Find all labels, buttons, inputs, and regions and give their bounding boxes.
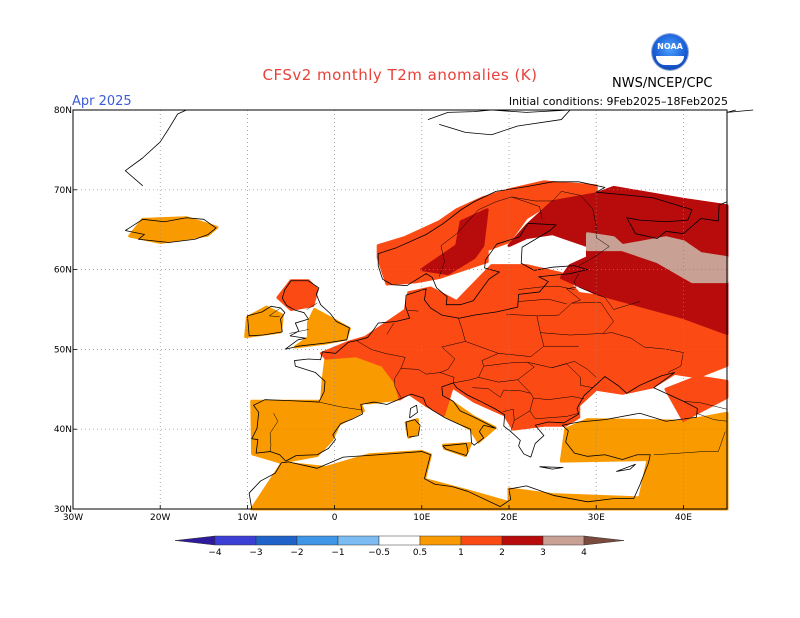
country-border: [578, 286, 640, 310]
anomaly-region: [244, 305, 284, 339]
coastline: [246, 305, 286, 337]
country-border: [511, 196, 543, 220]
colorbar-label: 4: [581, 548, 587, 558]
lat-tick-label: 30N: [54, 505, 72, 515]
anomaly-field: [128, 180, 729, 511]
colorbar-swatch: [255, 535, 298, 546]
country-border: [517, 379, 585, 400]
colorbar-swatch: [460, 535, 503, 546]
country-border: [518, 286, 575, 290]
colorbar-label: −3: [249, 548, 262, 558]
country-border: [683, 401, 728, 410]
coastline: [409, 404, 418, 419]
colorbar-swatch: [419, 535, 462, 546]
colorbar-swatch: [337, 535, 380, 546]
anomaly-region: [559, 411, 729, 463]
country-border: [268, 307, 281, 317]
coastline: [125, 217, 217, 243]
coastline: [442, 443, 469, 456]
anomaly-region: [585, 232, 729, 284]
country-border: [696, 413, 728, 422]
country-border: [440, 318, 466, 373]
colorbar-label: 3: [540, 548, 546, 558]
country-border: [269, 413, 279, 452]
colorbar-swatch: [542, 535, 585, 546]
colorbar-arrow-right: [583, 535, 625, 546]
coastlines: [124, 109, 754, 510]
colorbar-label: 2: [499, 548, 505, 558]
colorbar-label: −4: [208, 548, 222, 558]
colorbar-label: 1: [458, 548, 464, 558]
map-frame: [72, 109, 728, 510]
country-border: [529, 398, 579, 420]
country-border: [318, 401, 363, 411]
lat-tick-label: 60N: [54, 266, 72, 276]
colorbar-swatch: [296, 535, 339, 546]
country-border: [472, 387, 531, 398]
anomaly-region: [293, 308, 351, 349]
colorbar-label: −2: [290, 548, 303, 558]
lon-tick-label: 0: [332, 513, 338, 523]
country-border: [289, 329, 309, 334]
lat-tick-label: 70N: [54, 186, 72, 196]
coastline: [405, 419, 421, 438]
coastline: [539, 466, 564, 470]
colorbar-swatch: [501, 535, 544, 546]
colorbar-arrow-left: [174, 535, 216, 546]
colorbar-swatch: [378, 535, 421, 546]
noaa-logo-text: NOAA: [657, 42, 683, 51]
coastline: [427, 109, 571, 136]
country-border: [527, 361, 593, 388]
noaa-logo: NOAA: [652, 34, 688, 70]
colorbar-label: −1: [331, 548, 344, 558]
coastline: [124, 109, 187, 187]
coastline: [616, 463, 636, 472]
country-border: [400, 368, 455, 383]
colorbar: −4 −3 −2 −1 −0.5 0.5 1 2 3 4: [174, 535, 625, 558]
lon-tick-label: 20W: [150, 513, 170, 523]
lon-tick-label: 10W: [237, 513, 257, 523]
graticule: [73, 110, 727, 509]
anomaly-region: [276, 279, 319, 311]
map-title: CFSv2 monthly T2m anomalies (K): [262, 66, 538, 84]
noaa-logo-wave: [656, 56, 684, 65]
lat-tick-label: 40N: [54, 425, 72, 435]
coastline: [248, 181, 728, 510]
country-border: [481, 353, 499, 361]
anomaly-region: [507, 185, 729, 335]
country-border: [502, 408, 515, 421]
forecast-month: Apr 2025: [72, 94, 132, 109]
initial-conditions: Initial conditions: 9Feb2025–18Feb2025: [508, 95, 728, 108]
lon-tick-label: 20E: [500, 513, 517, 523]
country-border: [540, 332, 684, 373]
colorbar-swatch: [214, 535, 257, 546]
anomaly-region: [320, 264, 729, 431]
agency-label: NWS/NCEP/CPC: [612, 76, 713, 91]
anomaly-region: [420, 208, 489, 276]
lat-tick-label: 50N: [54, 345, 72, 355]
lon-tick-label: 30E: [588, 513, 605, 523]
country-border: [653, 431, 726, 455]
country-border: [571, 302, 614, 334]
lon-tick-label: 40E: [675, 513, 692, 523]
lon-tick-label: 10E: [413, 513, 430, 523]
anomaly-region: [128, 216, 219, 244]
country-border: [551, 361, 597, 378]
axis-ticks: 30W 20W 10W 0 10E 20E 30E 40E 30N 40N 50N 60N 70N 80N: [54, 106, 692, 523]
country-border: [518, 298, 567, 305]
country-border: [386, 322, 395, 335]
country-border: [306, 302, 318, 310]
country-border: [536, 273, 582, 317]
lat-tick-label: 80N: [54, 106, 72, 116]
country-border: [356, 340, 406, 398]
country-border: [407, 310, 419, 312]
colorbar-label: 0.5: [413, 548, 427, 558]
lon-tick-label: 30W: [63, 513, 83, 523]
country-border: [439, 191, 581, 277]
country-border: [578, 195, 610, 266]
colorbar-label: −0.5: [368, 548, 390, 558]
coastline: [726, 109, 754, 113]
